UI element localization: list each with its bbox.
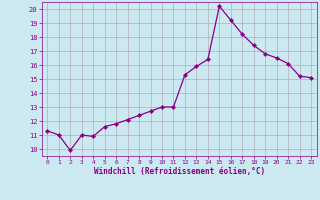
X-axis label: Windchill (Refroidissement éolien,°C): Windchill (Refroidissement éolien,°C) xyxy=(94,167,265,176)
